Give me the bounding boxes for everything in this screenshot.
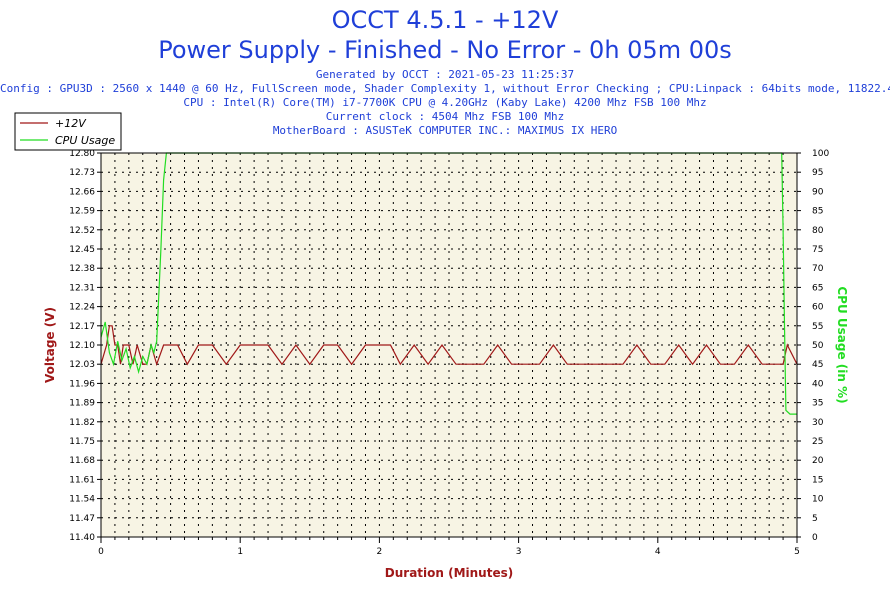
- y-right-tick-label: 60: [812, 303, 824, 313]
- legend-box: [14, 112, 122, 151]
- y-right-tick-label: 45: [812, 360, 823, 370]
- legend: +12V CPU Usage: [14, 112, 122, 151]
- y-left-tick-label: 12.38: [69, 264, 95, 274]
- y-left-tick-label: 12.10: [69, 341, 95, 351]
- y-left-tick-label: 11.82: [69, 418, 95, 428]
- y-right-tick-label: 75: [812, 245, 823, 255]
- generated-info: Generated by OCCT : 2021-05-23 11:25:37: [315, 68, 575, 81]
- y-right-tick-label: 55: [812, 322, 823, 332]
- y-right-tick-label: 10: [812, 495, 824, 505]
- y-right-tick-label: 100: [812, 149, 829, 159]
- y-right-tick-label: 50: [812, 341, 824, 351]
- y-left-tick-label: 12.80: [69, 149, 95, 159]
- y-right-tick-label: 40: [812, 379, 824, 389]
- y-right-tick-label: 70: [812, 264, 824, 274]
- chart-title-line2: Power Supply - Finished - No Error - 0h …: [158, 36, 732, 64]
- y-right-tick-label: 90: [812, 187, 824, 197]
- y-left-tick-label: 11.54: [69, 495, 95, 505]
- config-info: Config : GPU3D : 2560 x 1440 @ 60 Hz, Fu…: [0, 82, 890, 95]
- y-right-tick-label: 35: [812, 399, 823, 409]
- y-left-tick-label: 11.68: [69, 456, 95, 466]
- x-tick-label: 1: [237, 547, 243, 557]
- x-tick-label: 0: [98, 547, 104, 557]
- y-left-tick-label: 12.52: [69, 226, 95, 236]
- y-left-tick-label: 12.59: [69, 207, 95, 217]
- motherboard-info: MotherBoard : ASUSTeK COMPUTER INC.: MAX…: [272, 124, 618, 137]
- y-left-tick-label: 12.73: [69, 168, 95, 178]
- x-tick-label: 5: [794, 547, 800, 557]
- plot-border: [100, 152, 798, 538]
- y-left-tick-label: 12.24: [69, 303, 95, 313]
- voltage-series-line: [100, 325, 798, 367]
- y-axis-right-label: CPU Usage (in %): [835, 286, 849, 403]
- legend-label-voltage: +12V: [55, 117, 87, 130]
- y-right-tick-label: 25: [812, 437, 823, 447]
- y-left-tick-label: 11.61: [69, 475, 95, 485]
- y-left-tick-label: 12.66: [69, 187, 95, 197]
- y-right-tick-label: 5: [812, 514, 818, 524]
- clock-info: Current clock : 4504 Mhz FSB 100 Mhz: [325, 110, 565, 123]
- x-tick-label: 4: [655, 547, 661, 557]
- y-right-tick-label: 65: [812, 283, 823, 293]
- cpu-info: CPU : Intel(R) Core(TM) i7-7700K CPU @ 4…: [183, 96, 707, 109]
- x-tick-label: 3: [516, 547, 522, 557]
- y-axis-left-label: Voltage (V): [43, 307, 57, 383]
- x-axis-label: Duration (Minutes): [385, 566, 513, 580]
- y-left-tick-label: 12.45: [69, 245, 95, 255]
- y-right-tick-label: 80: [812, 226, 824, 236]
- y-left-tick-label: 11.40: [69, 533, 95, 543]
- y-right-tick-label: 15: [812, 475, 823, 485]
- y-left-tick-label: 12.17: [69, 322, 95, 332]
- y-left-tick-label: 11.47: [69, 514, 95, 524]
- chart-title-line1: OCCT 4.5.1 - +12V: [331, 6, 559, 34]
- y-right-tick-label: 20: [812, 456, 824, 466]
- y-right-tick-label: 0: [812, 533, 818, 543]
- x-tick-label: 2: [377, 547, 383, 557]
- y-left-tick-label: 11.96: [69, 379, 95, 389]
- series-layer: [100, 152, 798, 415]
- cpu-usage-series-line: [100, 152, 797, 415]
- y-left-tick-label: 11.75: [69, 437, 95, 447]
- y-left-tick-label: 12.31: [69, 283, 95, 293]
- y-left-tick-label: 11.89: [69, 399, 95, 409]
- legend-label-cpu-usage: CPU Usage: [55, 134, 115, 147]
- y-right-tick-label: 85: [812, 207, 823, 217]
- y-right-tick-label: 95: [812, 168, 823, 178]
- y-left-tick-label: 12.03: [69, 360, 95, 370]
- y-right-tick-label: 30: [812, 418, 824, 428]
